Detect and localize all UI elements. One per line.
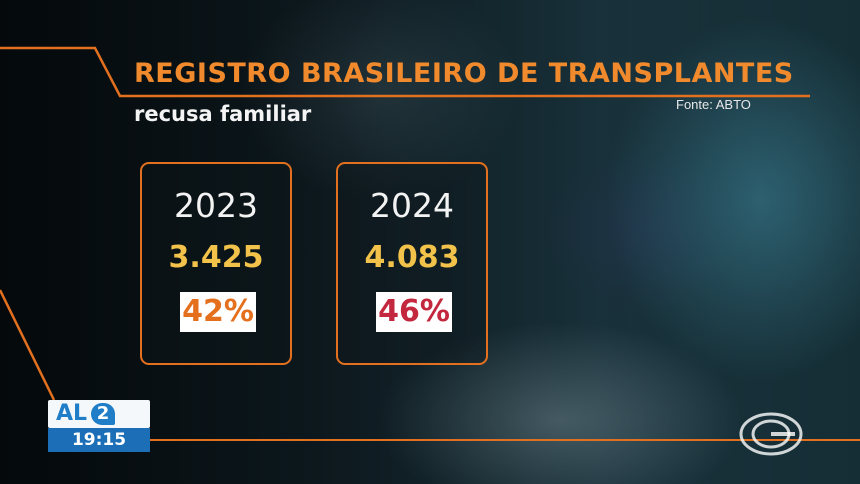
network-logo-icon — [739, 412, 803, 456]
card-count: 3.425 — [168, 240, 264, 275]
card-percent: 46% — [376, 292, 452, 332]
time-display: 19:15 — [48, 428, 150, 452]
source-label: Fonte: ABTO — [676, 97, 751, 112]
channel-number: 2 — [91, 403, 116, 425]
card-count: 4.083 — [364, 240, 460, 275]
card-year: 2024 — [370, 186, 454, 225]
page-title: REGISTRO BRASILEIRO DE TRANSPLANTES — [134, 58, 794, 89]
stat-card-2024: 2024 4.083 46% — [336, 162, 488, 365]
channel-badge: AL 2 — [48, 400, 150, 428]
channel-label: AL — [56, 401, 88, 426]
stat-card-2023: 2023 3.425 42% — [140, 162, 292, 365]
card-percent: 42% — [180, 292, 256, 332]
card-year: 2023 — [174, 186, 258, 225]
page-subtitle: recusa familiar — [134, 102, 312, 126]
